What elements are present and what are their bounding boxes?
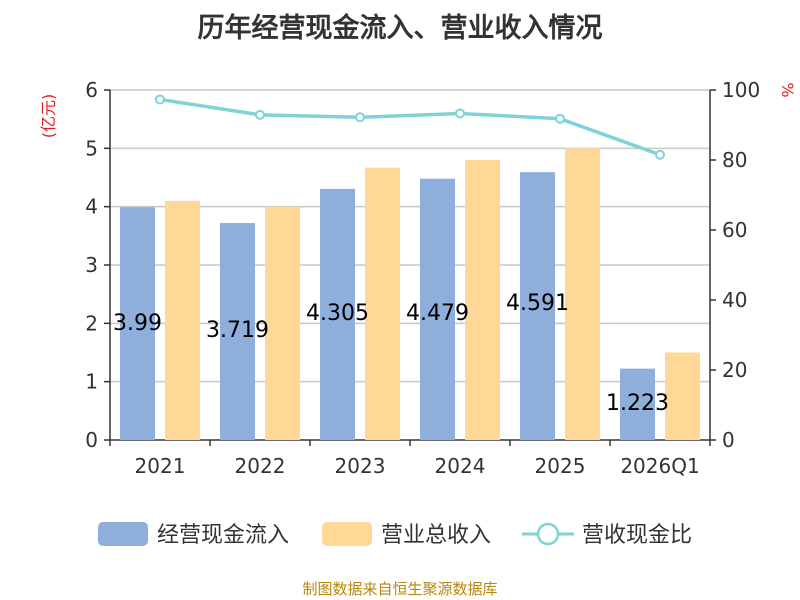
y-left-tick-label: 5 <box>85 136 98 160</box>
x-tick-label: 2024 <box>435 454 486 478</box>
y-left-tick-label: 0 <box>85 428 98 452</box>
point-ratio <box>355 112 365 123</box>
data-label-cash-inflow: 4.591 <box>506 291 569 316</box>
bar-cash-inflow <box>120 207 155 440</box>
x-tick-label: 2023 <box>335 454 386 478</box>
data-label-cash-inflow: 3.719 <box>206 318 269 343</box>
y-right-tick-label: 60 <box>722 218 747 242</box>
y-right-axis-label: % <box>778 82 797 97</box>
chart-title: 历年经营现金流入、营业收入情况 <box>197 13 603 44</box>
y-left-axis-label: (亿元) <box>39 94 58 139</box>
y-right-tick-label: 20 <box>722 358 747 382</box>
x-tick-label: 2026Q1 <box>620 454 699 478</box>
bar-cash-inflow <box>620 368 655 440</box>
y-right-tick-label: 100 <box>722 78 760 102</box>
point-ratio <box>455 108 465 119</box>
source-note: 制图数据来自恒生聚源数据库 <box>302 580 498 598</box>
data-label-cash-inflow: 4.305 <box>306 301 369 326</box>
legend-label-cash-inflow: 经营现金流入 <box>157 523 289 548</box>
point-ratio <box>255 109 265 120</box>
bar-cash-inflow <box>320 188 355 440</box>
bar-cash-inflow <box>220 223 255 440</box>
data-label-cash-inflow: 1.223 <box>606 391 669 416</box>
y-right-tick-label: 0 <box>722 428 735 452</box>
data-label-cash-inflow: 4.479 <box>406 301 469 326</box>
legend-swatch-ratio-marker <box>536 522 560 546</box>
y-left-tick-label: 3 <box>85 253 98 277</box>
bar-cash-inflow <box>520 172 555 441</box>
bar-revenue <box>565 148 600 441</box>
line-ratio <box>159 97 661 157</box>
bar-revenue <box>465 160 500 440</box>
bar-revenue <box>165 200 200 440</box>
x-tick-label: 2025 <box>535 454 586 478</box>
point-ratio <box>155 94 165 105</box>
y-left-tick-label: 1 <box>85 370 98 394</box>
point-ratio <box>655 149 665 160</box>
x-tick-label: 2022 <box>235 454 286 478</box>
y-right-tick-label: 80 <box>722 148 747 172</box>
y-left-tick-label: 2 <box>85 311 98 335</box>
x-tick-label: 2021 <box>135 454 186 478</box>
legend-swatch-cash-inflow <box>98 522 148 546</box>
y-left-tick-label: 6 <box>85 78 98 102</box>
legend-label-revenue: 营业总收入 <box>381 523 491 548</box>
bar-cash-inflow <box>420 178 455 440</box>
y-right-tick-label: 40 <box>722 288 747 312</box>
bar-revenue <box>365 167 400 441</box>
bar-revenue <box>265 206 300 440</box>
bar-revenue <box>665 352 700 440</box>
legend-swatch-revenue <box>322 522 372 546</box>
y-left-tick-label: 4 <box>85 195 98 219</box>
data-label-cash-inflow: 3.99 <box>113 311 162 336</box>
point-ratio <box>555 113 565 124</box>
legend-label-ratio: 营收现金比 <box>582 523 692 548</box>
